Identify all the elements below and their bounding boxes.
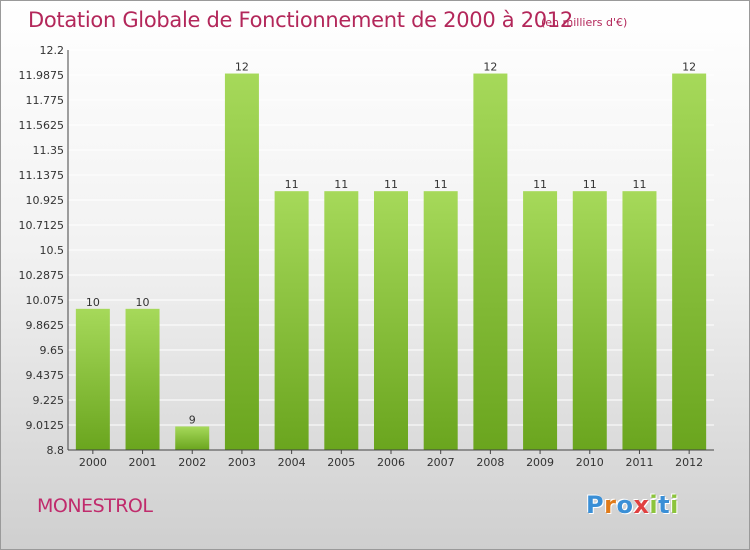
x-tick-label: 2007 [427, 456, 455, 469]
proxiti-logo[interactable]: Proxiti [586, 491, 679, 519]
bar[interactable] [224, 73, 259, 450]
data-label: 11 [533, 178, 547, 191]
x-tick-label: 2003 [228, 456, 256, 469]
bar[interactable] [572, 191, 607, 451]
chart-title: Dotation Globale de Fonctionnement de 20… [28, 8, 573, 32]
bars: 10 10 9 12 11 11 11 11 12 11 11 11 12 [75, 61, 707, 451]
logo-letter: t [658, 491, 671, 519]
x-tick-label: 2002 [178, 456, 206, 469]
data-label: 11 [334, 178, 348, 191]
y-tick-label: 9.4375 [26, 369, 65, 382]
data-label: 9 [189, 413, 196, 426]
logo-letter: i [649, 491, 659, 519]
bar[interactable] [622, 191, 657, 451]
data-label: 12 [483, 61, 497, 74]
data-label: 11 [434, 178, 448, 191]
y-tick-label: 9.225 [33, 394, 65, 407]
x-tick-label: 2004 [278, 456, 306, 469]
x-tick-label: 2009 [526, 456, 554, 469]
data-label: 11 [384, 178, 398, 191]
bar[interactable] [423, 191, 458, 451]
y-tick-label: 11.5625 [19, 119, 65, 132]
x-tick-label: 2012 [675, 456, 703, 469]
data-label: 11 [632, 178, 646, 191]
y-tick-label: 11.1375 [19, 169, 65, 182]
data-label: 12 [235, 61, 249, 74]
y-tick-label: 12.2 [40, 44, 65, 57]
x-tick-label: 2005 [327, 456, 355, 469]
bar[interactable] [324, 191, 359, 451]
bar[interactable] [175, 426, 210, 450]
bar[interactable] [672, 73, 707, 450]
commune-name: MONESTROL [37, 495, 153, 517]
x-tick-label: 2000 [79, 456, 107, 469]
logo-letter: o [616, 491, 634, 519]
data-label: 12 [682, 61, 696, 74]
y-tick-label: 10.7125 [19, 219, 65, 232]
logo-letter: r [604, 491, 617, 519]
bar[interactable] [75, 308, 110, 450]
x-tick-label: 2001 [129, 456, 157, 469]
y-tick-label: 9.8625 [26, 319, 65, 332]
y-tick-label: 9.65 [40, 344, 65, 357]
logo-letter: i [670, 491, 679, 519]
data-label: 11 [285, 178, 299, 191]
y-tick-label: 9.0125 [26, 419, 65, 432]
x-tick-label: 2011 [625, 456, 653, 469]
chart-subtitle: (en milliers d'€) [541, 16, 628, 29]
y-tick-label: 10.925 [26, 194, 65, 207]
y-tick-label: 8.8 [47, 444, 65, 457]
x-tick-label: 2006 [377, 456, 405, 469]
logo-letter: x [633, 491, 650, 519]
data-label: 10 [136, 296, 150, 309]
y-tick-label: 10.075 [26, 294, 65, 307]
y-axis: 8.8 9.0125 9.225 9.4375 9.65 9.8625 10.075 10.2… [19, 44, 69, 457]
y-tick-label: 11.775 [26, 94, 65, 107]
x-tick-label: 2010 [576, 456, 604, 469]
data-label: 10 [86, 296, 100, 309]
x-axis: 2000 2001 2002 2003 2004 2005 2006 2007 2008 2009… [68, 449, 714, 469]
bar[interactable] [523, 191, 558, 451]
y-tick-label: 10.2875 [19, 269, 65, 282]
data-label: 11 [583, 178, 597, 191]
y-tick-label: 10.5 [40, 244, 65, 257]
x-tick-label: 2008 [476, 456, 504, 469]
bar[interactable] [125, 308, 160, 450]
bar[interactable] [473, 73, 508, 450]
logo-letter: P [586, 491, 605, 519]
bar[interactable] [374, 191, 408, 451]
y-tick-label: 11.9875 [19, 69, 65, 82]
y-tick-label: 11.35 [33, 144, 65, 157]
bar[interactable] [274, 191, 309, 451]
